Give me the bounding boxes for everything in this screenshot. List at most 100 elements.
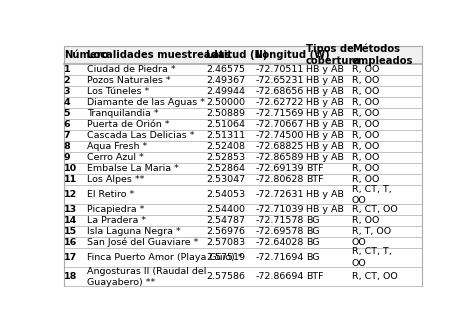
Text: BG: BG	[306, 227, 319, 236]
Bar	[64, 130, 422, 141]
Text: 11: 11	[64, 175, 77, 184]
Text: 1: 1	[64, 66, 70, 74]
Text: -72.68825: -72.68825	[256, 142, 304, 151]
Text: Cascada Las Delicias *: Cascada Las Delicias *	[87, 131, 194, 140]
Text: R, CT, T,
OO: R, CT, T, OO	[352, 248, 392, 267]
Text: El Retiro *: El Retiro *	[87, 190, 134, 199]
Text: 2.52408: 2.52408	[206, 142, 245, 151]
Text: -72.68656: -72.68656	[256, 87, 304, 96]
Text: HB y AB: HB y AB	[306, 87, 344, 96]
Text: Localidades muestreadas: Localidades muestreadas	[87, 50, 230, 60]
Text: R, OO: R, OO	[352, 98, 379, 107]
Text: HB y AB: HB y AB	[306, 190, 344, 199]
Text: -72.74500: -72.74500	[256, 131, 304, 140]
Text: 9: 9	[64, 153, 70, 162]
Text: BG: BG	[306, 216, 319, 225]
Text: HB y AB: HB y AB	[306, 120, 344, 129]
Text: 2.57519: 2.57519	[206, 253, 245, 262]
Text: 18: 18	[64, 272, 77, 281]
Text: 14: 14	[64, 216, 77, 225]
Text: HB y AB: HB y AB	[306, 66, 344, 74]
Text: -72.71569: -72.71569	[256, 109, 304, 118]
Text: 6: 6	[64, 120, 70, 129]
Bar	[64, 65, 422, 75]
Text: HB y AB: HB y AB	[306, 142, 344, 151]
Bar	[64, 248, 422, 267]
Text: Picapiedra *: Picapiedra *	[87, 205, 144, 214]
Text: R, CT, T,
OO: R, CT, T, OO	[352, 184, 392, 205]
Text: -72.71578: -72.71578	[256, 216, 304, 225]
Bar	[64, 185, 422, 204]
Text: Tipos de
cobertura: Tipos de cobertura	[306, 44, 361, 67]
Text: 3: 3	[64, 87, 70, 96]
Text: Finca Puerto Amor (Playa Güio) *: Finca Puerto Amor (Playa Güio) *	[87, 253, 242, 262]
Text: -72.86589: -72.86589	[256, 153, 304, 162]
Text: HB y AB: HB y AB	[306, 153, 344, 162]
Text: HB y AB: HB y AB	[306, 109, 344, 118]
Text: 8: 8	[64, 142, 71, 151]
Bar	[64, 75, 422, 86]
Text: R, OO: R, OO	[352, 76, 379, 85]
Text: BTF: BTF	[306, 175, 324, 184]
Text: 2.53047: 2.53047	[206, 175, 246, 184]
Bar	[64, 86, 422, 97]
Text: -72.71694: -72.71694	[256, 253, 304, 262]
Text: -72.65231: -72.65231	[256, 76, 304, 85]
Text: 2: 2	[64, 76, 70, 85]
Text: -72.72631: -72.72631	[256, 190, 304, 199]
Text: R, T, OO: R, T, OO	[352, 227, 391, 236]
Text: R, OO: R, OO	[352, 87, 379, 96]
Text: 15: 15	[64, 227, 77, 236]
Text: Aqua Fresh *: Aqua Fresh *	[87, 142, 147, 151]
Text: 12: 12	[64, 190, 77, 199]
Text: HB y AB: HB y AB	[306, 205, 344, 214]
Text: -72.70511: -72.70511	[256, 66, 304, 74]
Text: OO: OO	[352, 238, 366, 247]
Text: 2.46575: 2.46575	[206, 66, 245, 74]
Bar	[64, 174, 422, 185]
Text: 2.57586: 2.57586	[206, 272, 245, 281]
Text: Métodos
empleados: Métodos empleados	[352, 44, 413, 67]
Text: HB y AB: HB y AB	[306, 131, 344, 140]
Text: Pozos Naturales *: Pozos Naturales *	[87, 76, 171, 85]
Text: 10: 10	[64, 164, 77, 173]
Text: San José del Guaviare *: San José del Guaviare *	[87, 238, 198, 247]
Bar	[64, 215, 422, 226]
Text: 2.56976: 2.56976	[206, 227, 245, 236]
Text: 4: 4	[64, 98, 70, 107]
Text: -72.69578: -72.69578	[256, 227, 304, 236]
Bar	[64, 226, 422, 237]
Text: 2.52853: 2.52853	[206, 153, 246, 162]
Bar	[64, 152, 422, 163]
Text: 2.54787: 2.54787	[206, 216, 245, 225]
Text: Puerta de Orión *: Puerta de Orión *	[87, 120, 169, 129]
Text: Latitud (N): Latitud (N)	[206, 50, 267, 60]
Text: HB y AB: HB y AB	[306, 76, 344, 85]
Text: R, OO: R, OO	[352, 66, 379, 74]
Bar	[64, 97, 422, 108]
Text: R, CT, OO: R, CT, OO	[352, 205, 397, 214]
Bar	[64, 141, 422, 152]
Text: R, OO: R, OO	[352, 216, 379, 225]
Text: -72.64028: -72.64028	[256, 238, 304, 247]
Text: R, OO: R, OO	[352, 164, 379, 173]
Text: Tranquilandia *: Tranquilandia *	[87, 109, 158, 118]
Text: R, OO: R, OO	[352, 175, 379, 184]
Bar	[64, 267, 422, 286]
Text: Angosturas II (Raudal del
Guayabero) **: Angosturas II (Raudal del Guayabero) **	[87, 266, 206, 287]
Text: -72.70667: -72.70667	[256, 120, 304, 129]
Text: -72.80628: -72.80628	[256, 175, 304, 184]
Text: 2.49944: 2.49944	[206, 87, 245, 96]
Text: R, OO: R, OO	[352, 142, 379, 151]
Text: BTF: BTF	[306, 164, 324, 173]
Text: R, OO: R, OO	[352, 131, 379, 140]
Text: -72.62722: -72.62722	[256, 98, 304, 107]
Text: Cerro Azul *: Cerro Azul *	[87, 153, 144, 162]
Text: 2.49367: 2.49367	[206, 76, 246, 85]
Text: 2.54053: 2.54053	[206, 190, 246, 199]
Text: BG: BG	[306, 238, 319, 247]
Text: BG: BG	[306, 253, 319, 262]
Text: -72.69139: -72.69139	[256, 164, 304, 173]
Text: 2.51064: 2.51064	[206, 120, 245, 129]
Text: R, OO: R, OO	[352, 120, 379, 129]
